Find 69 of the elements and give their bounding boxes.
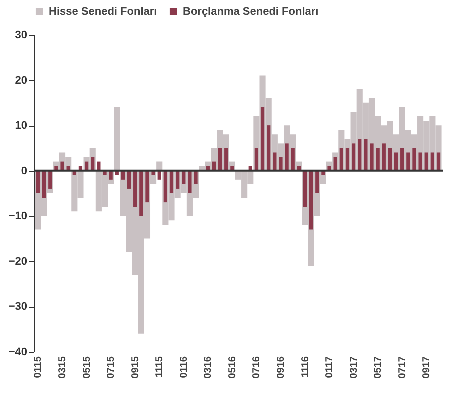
bar: [370, 144, 374, 171]
x-tick-label: 0117: [324, 356, 336, 378]
x-tick-label: 0716: [252, 356, 263, 379]
bar: [42, 170, 46, 198]
x-tick-label: 0315: [58, 356, 69, 379]
bar: [394, 152, 398, 171]
bar: [114, 107, 120, 171]
bar: [303, 170, 308, 208]
y-tick-label: 10: [15, 120, 28, 132]
bar: [127, 170, 132, 189]
bar: [358, 139, 362, 171]
bar: [412, 148, 416, 171]
x-tick-label: 0517: [373, 356, 384, 379]
bar: [424, 152, 428, 171]
bar: [291, 148, 295, 171]
bar: [267, 126, 271, 171]
bar: [140, 170, 144, 216]
x-tick-label: 0115: [33, 356, 44, 378]
y-tick-label: −10: [8, 210, 28, 223]
x-tick-label: 0916: [276, 356, 287, 379]
bar: [279, 157, 283, 171]
x-tick-label: 0915: [130, 356, 142, 379]
y-tick-label: −20: [8, 256, 28, 268]
bar: [352, 144, 356, 171]
x-tick-label: 0715: [106, 356, 118, 379]
bar: [382, 144, 386, 171]
x-tick-label: 0317: [348, 356, 360, 379]
bar: [273, 152, 277, 171]
bar: [418, 152, 422, 171]
bar: [388, 148, 392, 171]
bar: [218, 148, 222, 171]
bar: [316, 170, 320, 194]
bar: [146, 170, 150, 203]
y-tick-label: 20: [15, 74, 28, 87]
bar: [364, 139, 368, 171]
bar: [48, 170, 52, 189]
bar: [376, 148, 380, 171]
bar: [260, 107, 265, 171]
legend-label: Hisse Senedi Fonları: [49, 6, 158, 18]
bar: [188, 170, 192, 194]
y-tick-label: −40: [8, 346, 28, 358]
bar: [285, 144, 289, 171]
bar: [406, 152, 410, 171]
x-tick-label: 1115: [154, 356, 166, 378]
x-tick-label: 0316: [203, 356, 214, 379]
x-tick-label: 0515: [82, 356, 93, 379]
bar: [134, 170, 138, 208]
x-tick-label: 0116: [178, 356, 190, 378]
bar: [36, 170, 40, 194]
y-tick-label: 30: [15, 30, 28, 42]
bar: [176, 170, 180, 189]
bar: [346, 148, 350, 171]
bar: [430, 152, 435, 171]
x-tick-label: 0917: [422, 356, 433, 379]
bar: [436, 152, 441, 171]
legend-label: Borçlanma Senedi Fonları: [183, 6, 319, 18]
y-tick-label: 0: [21, 165, 28, 178]
x-tick-label: 1116: [300, 356, 312, 378]
bar: [224, 148, 228, 171]
bar: [340, 148, 344, 171]
bar: [164, 170, 168, 203]
y-tick-label: −30: [8, 301, 28, 314]
bar: [400, 148, 404, 171]
x-tick-label: 0516: [227, 356, 238, 379]
x-tick-label: 0717: [397, 356, 408, 379]
bar: [194, 170, 198, 184]
bar: [254, 148, 259, 171]
bar: [310, 170, 314, 230]
bar: [170, 170, 174, 194]
